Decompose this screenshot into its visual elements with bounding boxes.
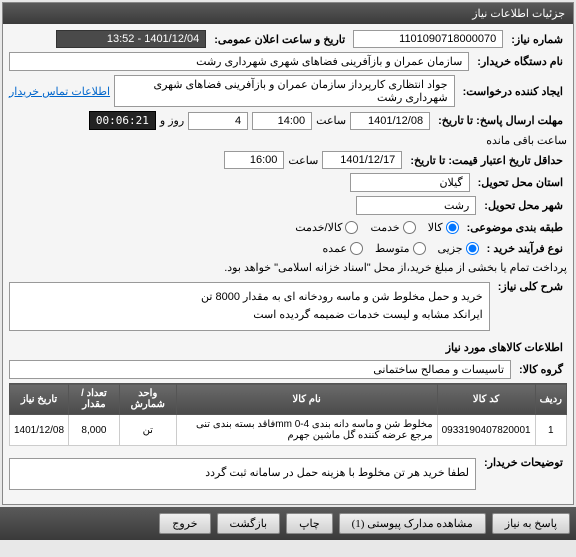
city-value: رشت bbox=[356, 196, 476, 215]
row-province: استان محل تحویل: گیلان bbox=[9, 173, 567, 192]
td-name: مخلوط شن و ماسه دانه بندی mm 0-4فاقد بست… bbox=[176, 415, 437, 446]
province-label: استان محل تحویل: bbox=[474, 174, 567, 191]
classification-option-0-label: کالا bbox=[428, 221, 443, 234]
th-name: نام کالا bbox=[176, 384, 437, 415]
classification-radios: کالا خدمت کالا/خدمت bbox=[295, 221, 458, 234]
table-header-row: ردیف کد کالا نام کالا واحد شمارش تعداد /… bbox=[10, 384, 567, 415]
need-number-label: شماره نیاز: bbox=[507, 31, 567, 48]
td-unit: تن bbox=[119, 415, 176, 446]
row-city: شهر محل تحویل: رشت bbox=[9, 196, 567, 215]
process-option-2[interactable]: عمده bbox=[322, 242, 362, 255]
row-classification: طبقه بندی موضوعی: کالا خدمت کالا/خدمت bbox=[9, 219, 567, 236]
validity-hour-label: ساعت bbox=[288, 154, 318, 167]
province-value: گیلان bbox=[350, 173, 470, 192]
classification-option-1-label: خدمت bbox=[370, 221, 399, 234]
td-date: 1401/12/08 bbox=[10, 415, 69, 446]
td-idx: 1 bbox=[535, 415, 566, 446]
process-note: پرداخت تمام یا بخشی از مبلغ خرید،از محل … bbox=[224, 261, 567, 274]
panel-title: جزئیات اطلاعات نیاز bbox=[472, 8, 565, 20]
description-line2: ایرانکد مشابه و لیست خدمات ضمیمه گردیده … bbox=[16, 307, 483, 325]
main-panel: جزئیات اطلاعات نیاز شماره نیاز: 11010907… bbox=[2, 2, 574, 505]
row-goods-group: گروه کالا: تاسیسات و مصالح ساختمانی bbox=[9, 360, 567, 379]
buyer-note-label: توضیحات خریدار: bbox=[480, 454, 567, 471]
goods-table: ردیف کد کالا نام کالا واحد شمارش تعداد /… bbox=[9, 383, 567, 446]
th-qty: تعداد / مقدار bbox=[69, 384, 120, 415]
row-deadline: مهلت ارسال پاسخ: تا تاریخ: 1401/12/08 سا… bbox=[9, 111, 567, 147]
td-qty: 8,000 bbox=[69, 415, 120, 446]
announce-value: 1401/12/04 - 13:52 bbox=[56, 30, 206, 48]
description-box: خرید و حمل مخلوط شن و ماسه رودخانه ای به… bbox=[9, 282, 490, 331]
need-number-value: 1101090718000070 bbox=[353, 30, 503, 48]
classification-radio-0[interactable] bbox=[446, 221, 459, 234]
print-button[interactable]: چاپ bbox=[286, 513, 333, 534]
buyer-note-value: لطفا خرید هر تن مخلوط با هزینه حمل در سا… bbox=[205, 467, 469, 479]
row-requester: ایجاد کننده درخواست: جواد انتظاری کارپرد… bbox=[9, 75, 567, 107]
th-code: کد کالا bbox=[437, 384, 535, 415]
table-row: 1 0933190407820001 مخلوط شن و ماسه دانه … bbox=[10, 415, 567, 446]
attachments-button[interactable]: مشاهده مدارک پیوستی (1) bbox=[339, 513, 486, 534]
row-need-number: شماره نیاز: 1101090718000070 تاریخ و ساع… bbox=[9, 30, 567, 48]
deadline-days: 4 bbox=[188, 112, 248, 130]
th-unit: واحد شمارش bbox=[119, 384, 176, 415]
deadline-label: مهلت ارسال پاسخ: تا تاریخ: bbox=[434, 112, 567, 129]
panel-body: شماره نیاز: 1101090718000070 تاریخ و ساع… bbox=[3, 24, 573, 504]
requester-label: ایجاد کننده درخواست: bbox=[459, 83, 567, 100]
requester-value: جواد انتظاری کارپرداز سازمان عمران و باز… bbox=[114, 75, 455, 107]
process-radio-2[interactable] bbox=[350, 242, 363, 255]
goods-info-title: اطلاعات کالاهای مورد نیاز bbox=[442, 339, 567, 356]
row-process: نوع فرآیند خرید : جزیی متوسط عمده پرداخت… bbox=[9, 240, 567, 274]
goods-group-value: تاسیسات و مصالح ساختمانی bbox=[9, 360, 511, 379]
respond-button[interactable]: پاسخ به نیاز bbox=[492, 513, 570, 534]
process-option-0[interactable]: جزیی bbox=[438, 242, 479, 255]
classification-radio-1[interactable] bbox=[403, 221, 416, 234]
process-option-0-label: جزیی bbox=[438, 242, 463, 255]
row-validity: حداقل تاریخ اعتبار قیمت: تا تاریخ: 1401/… bbox=[9, 151, 567, 169]
description-label: شرح کلی نیاز: bbox=[494, 278, 567, 295]
deadline-remain-label: ساعت باقی مانده bbox=[486, 134, 567, 147]
classification-option-1[interactable]: خدمت bbox=[370, 221, 415, 234]
deadline-timer: 00:06:21 bbox=[89, 111, 156, 130]
buyer-label: نام دستگاه خریدار: bbox=[473, 53, 567, 70]
buyer-note-box: لطفا خرید هر تن مخلوط با هزینه حمل در سا… bbox=[9, 458, 476, 490]
validity-date: 1401/12/17 bbox=[322, 151, 402, 169]
back-button[interactable]: بازگشت bbox=[217, 513, 281, 534]
deadline-hour-label: ساعت bbox=[316, 114, 346, 127]
classification-radio-2[interactable] bbox=[345, 221, 358, 234]
classification-option-0[interactable]: کالا bbox=[428, 221, 459, 234]
deadline-days-label: روز و bbox=[160, 114, 184, 127]
row-buyer-note: توضیحات خریدار: لطفا خرید هر تن مخلوط با… bbox=[9, 454, 567, 494]
process-radio-1[interactable] bbox=[413, 242, 426, 255]
contact-link[interactable]: اطلاعات تماس خریدار bbox=[9, 85, 110, 98]
classification-label: طبقه بندی موضوعی: bbox=[463, 219, 567, 236]
buyer-value: سازمان عمران و بازآفرینی فضاهای شهری شهر… bbox=[9, 52, 469, 71]
goods-group-label: گروه کالا: bbox=[515, 361, 567, 378]
exit-button[interactable]: خروج bbox=[159, 513, 210, 534]
classification-option-2[interactable]: کالا/خدمت bbox=[295, 221, 358, 234]
row-description: شرح کلی نیاز: خرید و حمل مخلوط شن و ماسه… bbox=[9, 278, 567, 335]
td-code: 0933190407820001 bbox=[437, 415, 535, 446]
th-idx: ردیف bbox=[535, 384, 566, 415]
process-radio-0[interactable] bbox=[466, 242, 479, 255]
announce-label: تاریخ و ساعت اعلان عمومی: bbox=[210, 31, 349, 48]
process-radios: جزیی متوسط عمده bbox=[322, 242, 478, 255]
deadline-hour: 14:00 bbox=[252, 112, 312, 130]
th-date: تاریخ نیاز bbox=[10, 384, 69, 415]
process-option-2-label: عمده bbox=[322, 242, 346, 255]
row-goods-info-title: اطلاعات کالاهای مورد نیاز bbox=[9, 339, 567, 356]
description-line1: خرید و حمل مخلوط شن و ماسه رودخانه ای به… bbox=[16, 289, 483, 307]
process-option-1[interactable]: متوسط bbox=[375, 242, 426, 255]
city-label: شهر محل تحویل: bbox=[480, 197, 567, 214]
process-option-1-label: متوسط bbox=[375, 242, 410, 255]
process-label: نوع فرآیند خرید : bbox=[483, 240, 567, 257]
button-bar: پاسخ به نیاز مشاهده مدارک پیوستی (1) چاپ… bbox=[0, 507, 576, 540]
deadline-date: 1401/12/08 bbox=[350, 112, 430, 130]
classification-option-2-label: کالا/خدمت bbox=[295, 221, 342, 234]
panel-header: جزئیات اطلاعات نیاز bbox=[3, 3, 573, 24]
validity-hour: 16:00 bbox=[224, 151, 284, 169]
validity-label: حداقل تاریخ اعتبار قیمت: تا تاریخ: bbox=[406, 152, 567, 169]
row-buyer: نام دستگاه خریدار: سازمان عمران و بازآفر… bbox=[9, 52, 567, 71]
